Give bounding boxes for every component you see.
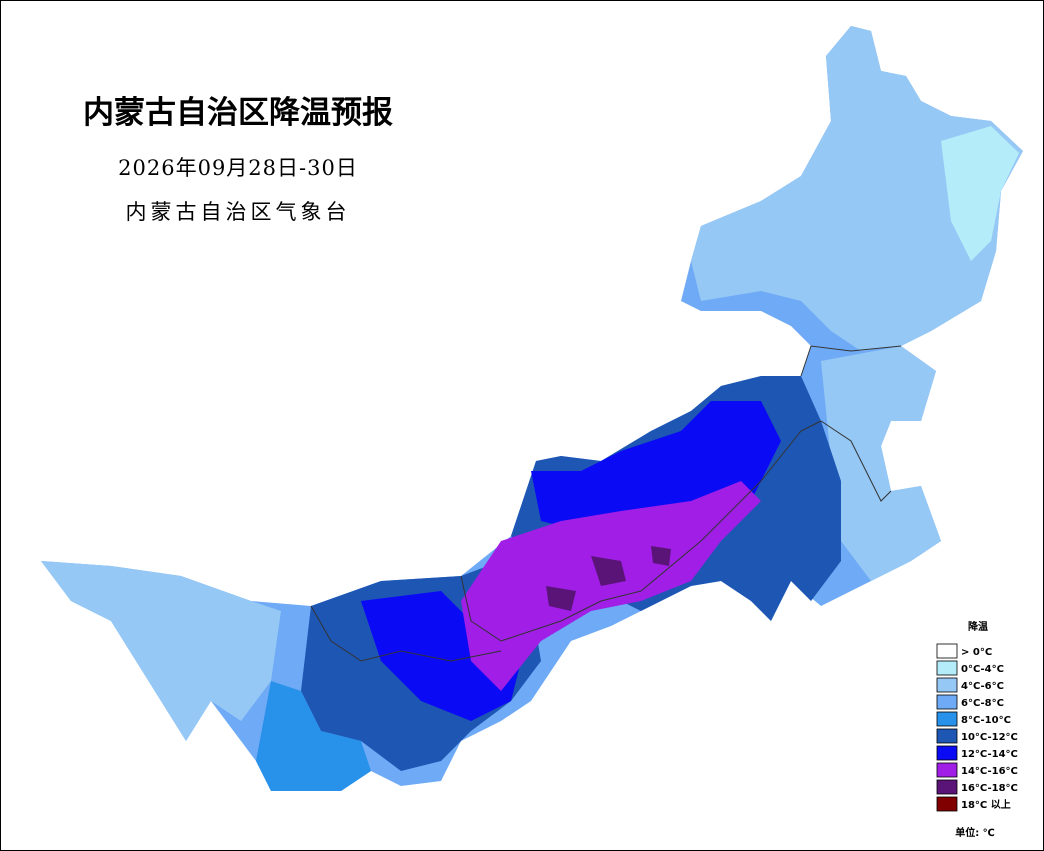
legend-label: 6°C-8°C [961, 698, 1004, 709]
legend-label: 18°C 以上 [961, 798, 1011, 811]
legend-label: > 0°C [961, 647, 992, 658]
region [691, 26, 1023, 351]
map-title: 内蒙古自治区降温预报 [83, 95, 393, 131]
legend: 降温 单位: ℃ > 0°C 0°C-4°C 4°C-6°C 6°C-8°C 8°C-1… [936, 620, 1018, 839]
region [941, 126, 1019, 261]
legend-swatch [936, 660, 958, 676]
region [651, 546, 671, 566]
legend-swatch [936, 677, 958, 693]
legend-swatch [936, 779, 958, 795]
legend-label: 12°C-14°C [961, 749, 1018, 760]
region [361, 591, 521, 721]
legend-swatch [936, 694, 958, 710]
legend-label: 10°C-12°C [961, 732, 1018, 743]
region [546, 586, 576, 611]
region [591, 556, 626, 586]
legend-unit: 单位: ℃ [955, 826, 995, 839]
legend-swatch [936, 745, 958, 761]
region [461, 481, 761, 691]
boundary [800, 345, 902, 377]
map-regions [41, 26, 1023, 791]
map-date: 2026年09月28日-30日 [118, 156, 358, 180]
legend-title: 降温 [968, 620, 988, 633]
legend-swatch [936, 728, 958, 744]
region [256, 681, 371, 791]
boundary [310, 605, 502, 662]
region [821, 346, 941, 581]
map-issuer: 内蒙古自治区气象台 [126, 200, 351, 224]
region [41, 561, 281, 741]
legend-swatch [936, 711, 958, 727]
legend-swatch [936, 643, 958, 659]
legend-swatch [936, 762, 958, 778]
legend-label: 14°C-16°C [961, 766, 1018, 777]
legend-swatch [936, 796, 958, 812]
legend-label: 16°C-18°C [961, 783, 1018, 794]
boundary [820, 420, 892, 502]
legend-label: 0°C-4°C [961, 664, 1004, 675]
legend-label: 4°C-6°C [961, 681, 1004, 692]
legend-label: 8°C-10°C [961, 715, 1011, 726]
boundary [460, 420, 822, 642]
